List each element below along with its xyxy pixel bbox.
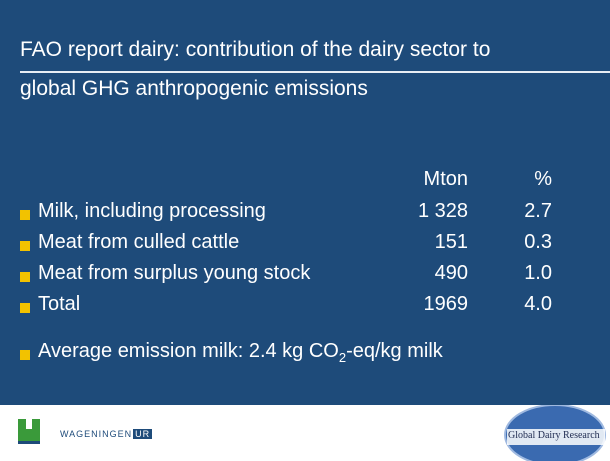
mton-cell: 1969 (423, 293, 469, 315)
bullet (20, 210, 30, 220)
bullet (20, 350, 30, 360)
note-subscript: 2 (338, 350, 347, 365)
footer-graphics (18, 405, 606, 461)
title-rule (20, 71, 610, 73)
wur-logo-text: WAGENINGEN UR (60, 429, 153, 439)
globe-band (507, 429, 605, 445)
bullet (20, 272, 30, 282)
row-label: Total (38, 293, 81, 315)
row-label: Meat from surplus young stock (38, 262, 311, 284)
title-line: FAO report dairy: contribution of the da… (20, 38, 491, 61)
row-label: Meat from culled cattle (38, 231, 240, 253)
column-header: Mton (423, 168, 468, 190)
mton-cell: 151 (434, 231, 468, 253)
wur-logo-base (18, 441, 40, 444)
mton-cell: 490 (434, 262, 468, 284)
wur-box: UR (133, 429, 153, 439)
row-label: Milk, including processing (38, 200, 266, 222)
content-area: FAO report dairy: contribution of the da… (0, 0, 610, 405)
percent-cell: 0.3 (524, 231, 552, 253)
percent-cell: 4.0 (524, 293, 552, 315)
wur-name: WAGENINGEN (60, 429, 133, 439)
column-header: % (534, 168, 552, 190)
gdr-logo-text: Global Dairy Research (508, 430, 600, 441)
bullet (20, 241, 30, 251)
note: Average emission milk: 2.4 kg CO2-eq/kg … (38, 340, 443, 365)
percent-cell: 2.7 (524, 200, 552, 222)
mton-cell: 1 328 (417, 200, 468, 222)
note-text: Average emission milk: 2.4 kg CO (38, 340, 339, 362)
note-text: -eq/kg milk (346, 340, 443, 362)
title-line: global GHG anthropogenic emissions (20, 77, 368, 100)
percent-cell: 1.0 (524, 262, 552, 284)
wur-logo-mark (18, 419, 40, 441)
bullet (20, 303, 30, 313)
